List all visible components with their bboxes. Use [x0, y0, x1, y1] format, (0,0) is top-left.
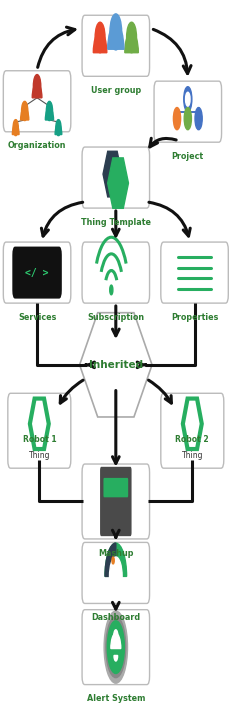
FancyBboxPatch shape [3, 242, 71, 303]
Circle shape [184, 87, 192, 112]
Text: Project: Project [172, 152, 204, 161]
Wedge shape [32, 83, 42, 98]
Circle shape [112, 557, 114, 564]
Circle shape [56, 120, 61, 136]
Circle shape [184, 108, 191, 130]
Wedge shape [105, 543, 116, 577]
Circle shape [33, 75, 41, 97]
FancyBboxPatch shape [82, 542, 150, 603]
Text: Organization: Organization [8, 142, 66, 151]
Polygon shape [80, 313, 152, 417]
Wedge shape [108, 24, 124, 49]
Text: Properties: Properties [171, 313, 218, 322]
Circle shape [95, 23, 105, 53]
Wedge shape [114, 655, 118, 661]
Text: Inherited: Inherited [89, 360, 143, 370]
Polygon shape [108, 158, 128, 208]
Wedge shape [55, 125, 62, 134]
FancyBboxPatch shape [82, 610, 150, 684]
FancyBboxPatch shape [3, 70, 71, 132]
FancyBboxPatch shape [104, 478, 128, 497]
Circle shape [110, 285, 113, 295]
FancyBboxPatch shape [82, 15, 150, 76]
FancyBboxPatch shape [100, 467, 132, 536]
Circle shape [13, 120, 18, 136]
FancyBboxPatch shape [82, 147, 150, 208]
FancyBboxPatch shape [154, 81, 221, 142]
Circle shape [22, 101, 28, 120]
Text: Thing Template: Thing Template [81, 218, 151, 227]
FancyBboxPatch shape [82, 464, 150, 539]
Circle shape [109, 557, 122, 596]
Text: Robot 1: Robot 1 [22, 435, 56, 444]
Text: Services: Services [18, 313, 56, 322]
Wedge shape [93, 32, 107, 53]
Wedge shape [105, 543, 127, 577]
Circle shape [127, 23, 136, 53]
Circle shape [114, 630, 118, 642]
Circle shape [106, 617, 126, 678]
Circle shape [173, 108, 181, 130]
Polygon shape [103, 151, 122, 197]
Polygon shape [183, 398, 202, 449]
Wedge shape [111, 634, 121, 648]
Polygon shape [30, 398, 49, 449]
Text: Mashup: Mashup [98, 548, 134, 558]
Circle shape [107, 621, 124, 674]
Text: User group: User group [91, 86, 141, 95]
Wedge shape [45, 108, 54, 120]
Circle shape [104, 611, 128, 683]
FancyBboxPatch shape [161, 242, 228, 303]
FancyBboxPatch shape [82, 242, 150, 303]
Circle shape [46, 101, 53, 120]
Wedge shape [21, 108, 29, 120]
Text: Thing: Thing [182, 451, 203, 460]
FancyBboxPatch shape [12, 246, 62, 298]
Circle shape [185, 92, 190, 106]
Circle shape [195, 108, 202, 130]
Wedge shape [125, 32, 138, 53]
Text: Thing: Thing [29, 451, 50, 460]
Text: Robot 2: Robot 2 [175, 435, 209, 444]
FancyBboxPatch shape [8, 394, 71, 468]
Text: Alert System: Alert System [87, 694, 145, 703]
Wedge shape [12, 125, 19, 134]
Circle shape [110, 14, 122, 50]
Text: Dashboard: Dashboard [91, 613, 140, 622]
Text: </ >: </ > [25, 268, 49, 277]
FancyBboxPatch shape [161, 394, 224, 468]
Text: Subscription: Subscription [87, 313, 144, 322]
